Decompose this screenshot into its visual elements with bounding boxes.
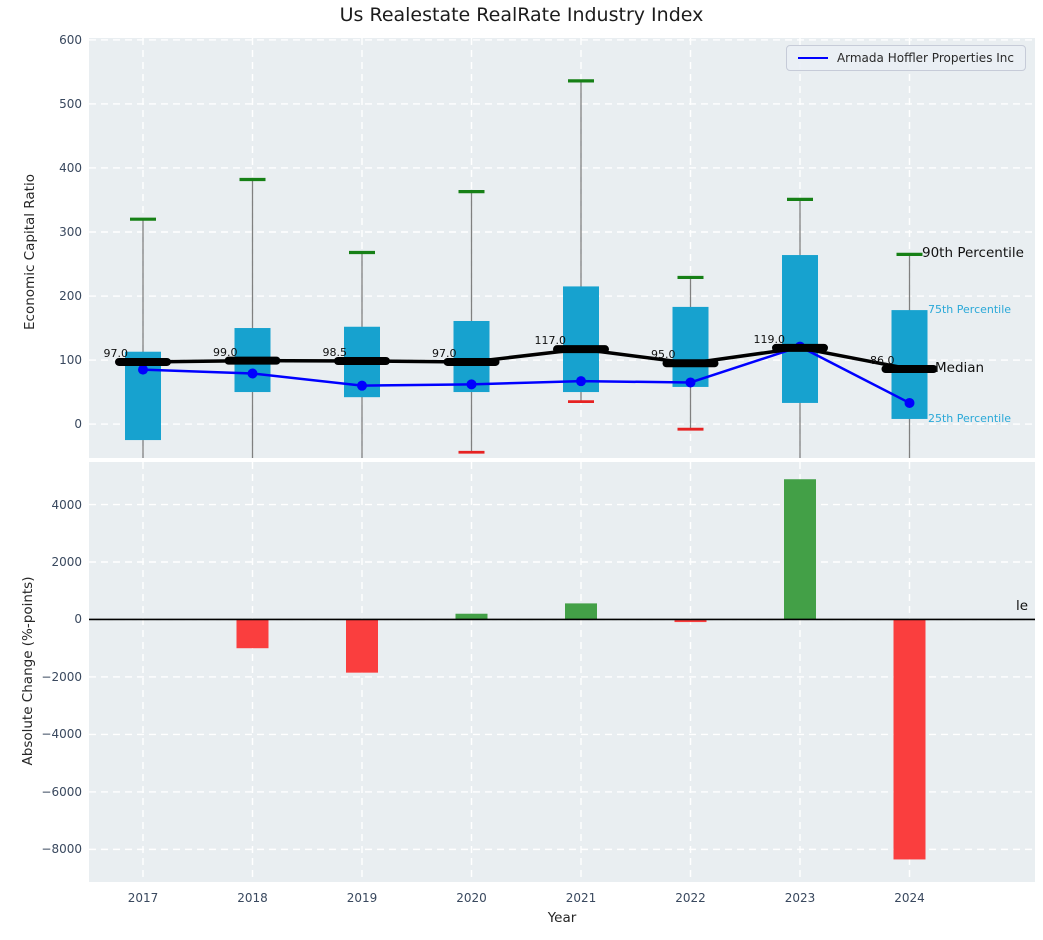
change-bar-2018 xyxy=(236,619,269,649)
bottom-axes: le xyxy=(89,462,1035,882)
x-axis-label: Year xyxy=(547,910,577,926)
top-y-tick-label: 400 xyxy=(59,160,82,175)
bottom-y-tick-label: −2000 xyxy=(41,669,82,684)
change-bar-2020 xyxy=(455,613,488,620)
x-tick-label-2020: 2020 xyxy=(456,891,487,905)
plot-canvas xyxy=(89,38,1035,458)
iqr-box-2021 xyxy=(563,286,599,393)
company-dot xyxy=(357,380,367,391)
company-line xyxy=(142,345,911,405)
bottom-y-axis-label: Absolute Change (%-points) xyxy=(20,576,36,766)
median-value-label: 95.0 xyxy=(651,348,676,362)
annotation-clipped-text: le xyxy=(1016,598,1029,614)
x-tick-label-2017: 2017 xyxy=(127,891,159,905)
company-dot xyxy=(138,364,148,375)
top-y-tick-label: 600 xyxy=(59,32,82,47)
median-value-label: 117.0 xyxy=(534,334,567,348)
chart-title: Us Realestate RealRate Industry Index xyxy=(339,4,704,26)
company-dot xyxy=(466,379,477,390)
annotation-25th-percentile: 25th Percentile xyxy=(928,412,1012,425)
legend-line-icon xyxy=(797,57,828,59)
change-bar-2019 xyxy=(346,619,378,673)
plot-canvas xyxy=(89,462,1035,882)
legend: Armada Hoffler Properties Inc xyxy=(785,45,1026,71)
median-value-label: 86.0 xyxy=(870,354,895,367)
top-y-tick-label: 300 xyxy=(59,224,82,239)
x-tick-label-2018: 2018 xyxy=(237,891,268,905)
legend-label: Armada Hoffler Properties Inc xyxy=(836,51,1014,65)
company-dot xyxy=(576,376,586,387)
top-axes: Armada Hoffler Properties Inc 90th Perce… xyxy=(89,38,1035,458)
bottom-y-tick-label: 2000 xyxy=(51,555,82,569)
top-y-tick-label: 500 xyxy=(59,96,82,111)
median-value-label: 119.0 xyxy=(753,332,786,346)
bottom-y-tick-label: 0 xyxy=(74,612,82,627)
company-dot xyxy=(904,397,915,408)
change-bar-2021 xyxy=(565,603,597,620)
annotation-median: Median xyxy=(935,360,985,376)
x-tick-label-2024: 2024 xyxy=(894,891,925,905)
bottom-y-tick-label: 4000 xyxy=(51,497,82,512)
annotation-75th-percentile: 75th Percentile xyxy=(928,303,1012,316)
change-bar-2023 xyxy=(784,479,816,620)
top-y-tick-label: 100 xyxy=(59,353,82,368)
median-value-label: 99.0 xyxy=(213,345,238,359)
top-y-tick-label: 0 xyxy=(74,417,82,432)
x-tick-label-2022: 2022 xyxy=(675,891,706,905)
company-dot xyxy=(247,368,258,379)
bottom-y-tick-label: −4000 xyxy=(41,727,82,742)
median-value-label: 97.0 xyxy=(103,346,129,360)
median-value-label: 97.0 xyxy=(432,346,457,360)
x-tick-label-2023: 2023 xyxy=(784,891,816,905)
bottom-y-tick-label: −8000 xyxy=(41,842,82,857)
annotation-90th-percentile: 90th Percentile xyxy=(922,245,1024,261)
top-y-axis-label: Economic Capital Ratio xyxy=(22,174,38,330)
x-tick-label-2021: 2021 xyxy=(565,891,597,905)
median-value-label: 98.5 xyxy=(322,346,348,359)
x-tick-label-2019: 2019 xyxy=(346,891,378,905)
change-bar-2024 xyxy=(893,619,926,860)
change-bar-2022 xyxy=(674,619,707,623)
iqr-box-2022 xyxy=(672,306,709,387)
iqr-box-2023 xyxy=(782,255,818,403)
company-dot xyxy=(685,377,696,388)
bottom-y-tick-label: −6000 xyxy=(41,784,82,799)
top-y-tick-label: 200 xyxy=(59,289,82,304)
